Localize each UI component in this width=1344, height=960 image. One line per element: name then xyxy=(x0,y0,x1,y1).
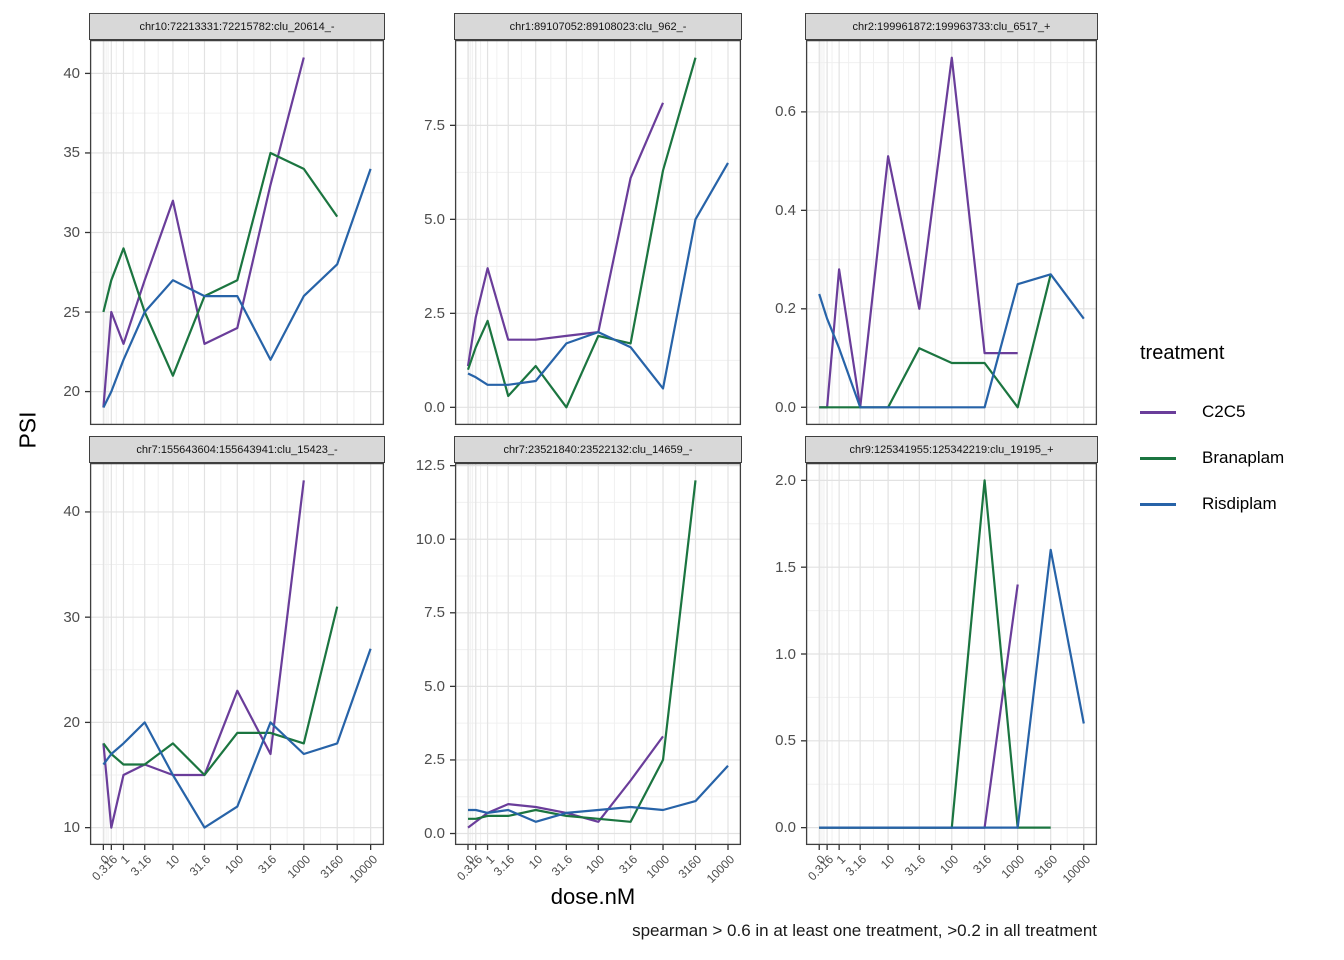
y-axis-title: PSI xyxy=(14,411,41,449)
legend-item-branaplam: Branaplam xyxy=(1140,435,1284,481)
series-line-branaplam xyxy=(468,480,697,823)
y-tick-label: 1.5 xyxy=(775,558,796,576)
panel-border xyxy=(805,462,1098,846)
facet-title: chr2:199961872:199963733:clu_6517_+ xyxy=(852,20,1051,33)
legend-item-c2c5: C2C5 xyxy=(1140,389,1284,435)
facet-title: chr7:155643604:155643941:clu_15423_- xyxy=(136,443,338,456)
y-tick-label: 30 xyxy=(63,608,80,626)
legend-label: C2C5 xyxy=(1202,402,1246,421)
series-line-branaplam xyxy=(102,151,339,377)
plot-area xyxy=(801,462,1098,850)
facet-strip: chr2:199961872:199963733:clu_6517_+ xyxy=(805,13,1098,40)
y-tick-label: 0.0 xyxy=(424,398,445,416)
series-line-c2c5 xyxy=(466,102,665,367)
series-line-risdiplam xyxy=(468,765,729,823)
x-tick-label: 10000 xyxy=(1059,852,1093,886)
y-tick-label: 0.0 xyxy=(775,398,796,416)
facet-panel-chr7a: chr7:155643604:155643941:clu_15423_- 10 2… xyxy=(63,436,385,886)
plot-area xyxy=(801,39,1098,426)
panel-border xyxy=(805,39,1098,426)
x-tick-label: 10000 xyxy=(703,852,738,886)
legend-item-risdiplam: Risdiplam xyxy=(1140,481,1284,527)
facet-panel-chr9: chr9:125341955:125342219:clu_19195_+ 0.0… xyxy=(775,436,1098,886)
series-line-branaplam xyxy=(466,57,697,409)
facet-panel-chr7b: chr7:23521840:23522132:clu_14659_- 0.0 2.… xyxy=(416,436,742,886)
y-tick-label: 25 xyxy=(63,303,80,321)
plot-area xyxy=(450,462,742,850)
y-tick-label: 30 xyxy=(63,224,80,241)
legend-title: treatment xyxy=(1140,342,1225,364)
facet-strip: chr1:89107052:89108023:clu_962_- xyxy=(454,13,742,40)
series-line-risdiplam xyxy=(818,273,1085,409)
y-tick-label: 0.6 xyxy=(775,103,796,121)
series-line-risdiplam xyxy=(102,648,372,829)
y-tick-label: 0.0 xyxy=(424,825,445,843)
y-tick-label: 5.0 xyxy=(424,677,445,695)
y-tick-label: 0.0 xyxy=(775,819,796,837)
panel-border xyxy=(89,462,385,846)
y-tick-label: 2.0 xyxy=(775,471,796,489)
y-tick-label: 40 xyxy=(63,503,80,521)
facet-title: chr10:72213331:72215782:clu_20614_- xyxy=(139,20,335,33)
y-tick-label: 12.5 xyxy=(415,457,445,475)
facet-panel-chr2: chr2:199961872:199963733:clu_6517_+ 0.0 0… xyxy=(775,13,1098,426)
facet-strip: chr7:23521840:23522132:clu_14659_- xyxy=(454,436,742,463)
facet-strip: chr10:72213331:72215782:clu_20614_- xyxy=(89,13,385,40)
panel-border xyxy=(454,462,742,846)
y-tick-label: 40 xyxy=(63,64,80,82)
y-tick-label: 10 xyxy=(63,819,80,837)
series-line-risdiplam xyxy=(467,162,729,390)
plot-area xyxy=(85,462,385,850)
y-tick-label: 7.5 xyxy=(424,116,445,134)
panel-border xyxy=(454,39,742,426)
plot-area xyxy=(85,39,385,426)
y-tick-label: 0.5 xyxy=(775,732,796,750)
y-tick-label: 0.2 xyxy=(775,300,796,318)
x-axis-title: dose.nM xyxy=(550,884,636,909)
caption: spearman > 0.6 in at least one treatment… xyxy=(632,921,1097,940)
legend: treatment C2C5 Branaplam Risdiplam xyxy=(1140,342,1284,527)
y-tick-label: 35 xyxy=(63,144,80,162)
legend-key-line-c2c5 xyxy=(1140,410,1176,414)
facet-panel-chr1: chr1:89107052:89108023:clu_962_- 0.0 2.5 5… xyxy=(424,13,742,426)
legend-key-line-risdiplam xyxy=(1140,502,1176,506)
series-line-c2c5 xyxy=(102,57,305,408)
series-line-risdiplam xyxy=(819,548,1085,829)
facet-strip: chr9:125341955:125342219:clu_19195_+ xyxy=(805,436,1098,463)
legend-label: Branaplam xyxy=(1202,448,1285,467)
facet-title: chr9:125341955:125342219:clu_19195_+ xyxy=(849,443,1054,456)
facet-title: chr7:23521840:23522132:clu_14659_- xyxy=(503,443,693,456)
plot-area xyxy=(450,39,742,426)
y-tick-label: 20 xyxy=(63,383,80,401)
y-tick-label: 10.0 xyxy=(415,530,445,548)
legend-label: Risdiplam xyxy=(1202,494,1277,513)
y-tick-label: 1.0 xyxy=(775,645,796,663)
y-tick-label: 7.5 xyxy=(424,604,445,622)
series-line-c2c5 xyxy=(819,56,1018,409)
facet-title: chr1:89107052:89108023:clu_962_- xyxy=(509,20,687,33)
facet-strip: chr7:155643604:155643941:clu_15423_- xyxy=(89,436,385,463)
series-line-risdiplam xyxy=(102,168,372,408)
y-tick-label: 2.5 xyxy=(424,304,445,322)
y-tick-label: 20 xyxy=(63,713,80,731)
series-line-branaplam xyxy=(819,274,1052,409)
y-tick-label: 0.4 xyxy=(775,201,796,219)
y-tick-label: 2.5 xyxy=(424,751,445,769)
panel-border xyxy=(89,39,385,426)
facet-panel-chr10: chr10:72213331:72215782:clu_20614_- 20 25… xyxy=(63,13,385,426)
y-tick-label: 5.0 xyxy=(424,210,445,228)
legend-key-line-branaplam xyxy=(1140,456,1176,460)
